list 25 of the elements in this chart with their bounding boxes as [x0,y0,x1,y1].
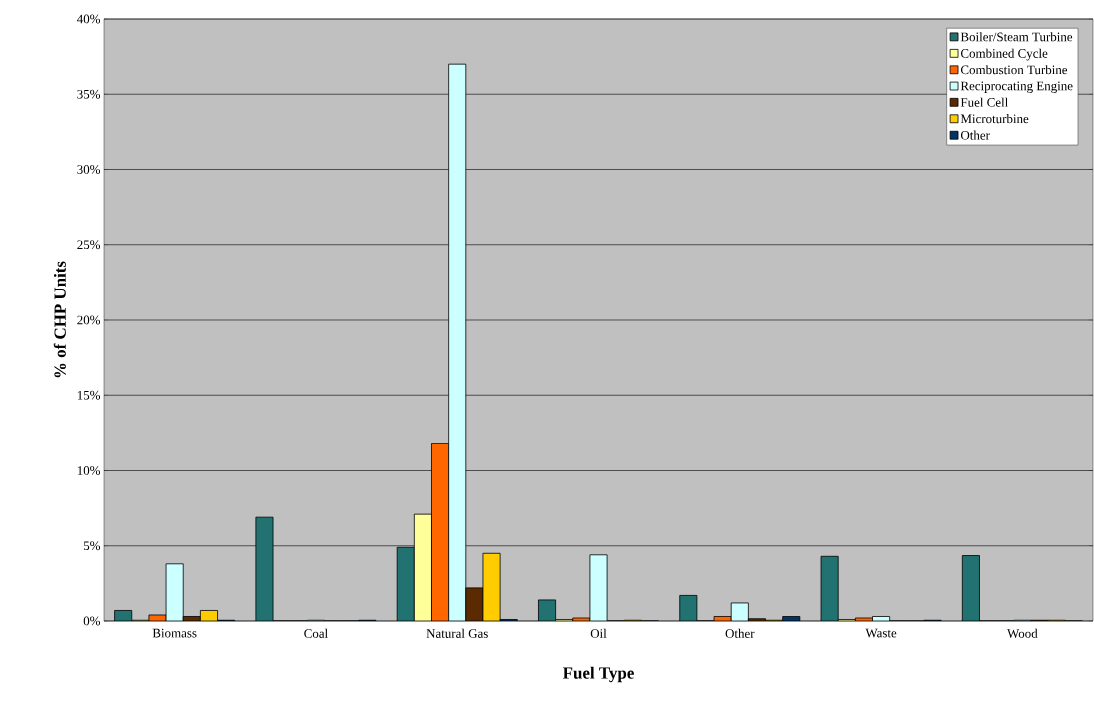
x-tick-label: Natural Gas [426,628,488,638]
legend-label: Fuel Cell [960,97,1009,107]
legend-label: Reciprocating Engine [960,81,1073,93]
y-tick-label: 40% [76,14,101,24]
y-tick-label: 20% [77,315,101,325]
x-tick-label: Other [725,628,755,638]
y-tick-label: 5% [83,541,101,551]
legend-label: Combined Cycle [960,48,1048,61]
x-tick-label: Coal [304,628,328,638]
x-tick-label: Oil [590,628,607,638]
y-tick-label: 25% [77,240,101,250]
y-tick-label: 30% [77,165,101,174]
x-tick-label: Wood [1007,628,1038,638]
legend-label: Other [960,130,990,140]
legend-label: Boiler/Steam Turbine [960,32,1073,42]
x-tick-label: Biomass [152,628,197,638]
legend-label: Combustion Turbine [960,65,1068,75]
x-tick-label: Waste [865,628,897,638]
y-tick-label: 10% [77,466,101,475]
y-tick-label: 0% [83,616,101,626]
y-tick-label: 35% [77,89,101,99]
x-axis-title: Fuel Type [562,666,634,683]
y-axis-title: % of CHP Units [53,261,66,378]
legend-label: Microturbine [960,114,1029,124]
y-tick-label: 15% [77,390,101,400]
